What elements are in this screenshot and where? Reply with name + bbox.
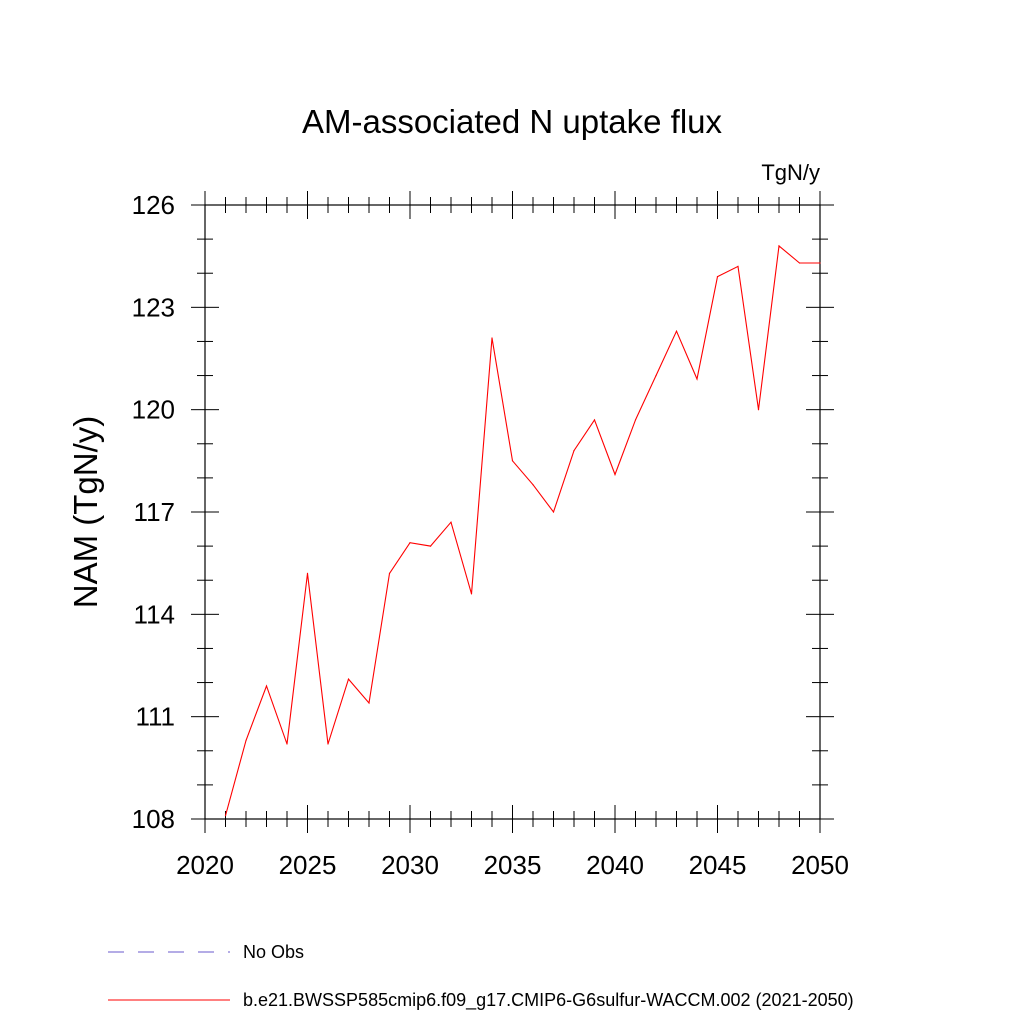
x-tick-label: 2035 <box>484 850 542 880</box>
plot-frame <box>204 204 821 820</box>
series-line-0 <box>224 244 820 816</box>
tick-labels: 2020 2025 2030 2035 2040 2045 2050 108 111 114 117… <box>132 190 849 880</box>
series-point <box>491 337 493 339</box>
y-axis-label: NAM (TgN/y) <box>67 416 104 609</box>
series-point <box>265 685 268 687</box>
series-point <box>778 245 780 247</box>
series-point <box>593 419 596 421</box>
series-point <box>286 743 288 745</box>
y-tick-label: 126 <box>132 190 175 220</box>
series-point <box>245 739 247 742</box>
series-point <box>757 409 760 411</box>
series-point <box>675 330 678 332</box>
x-tick-label: 2025 <box>279 850 337 880</box>
y-tick-label: 120 <box>132 395 175 425</box>
legend: No Obs b.e21.BWSSP585cmip6.f09_g17.CMIP6… <box>108 942 854 1011</box>
x-tick-label: 2050 <box>791 850 849 880</box>
series-point <box>429 545 432 547</box>
series-point <box>634 419 637 421</box>
series-point <box>470 593 473 595</box>
series-point <box>573 450 575 452</box>
x-tick-label: 2040 <box>586 850 644 880</box>
x-tick-label: 2045 <box>689 850 747 880</box>
series-point <box>798 262 801 264</box>
series-point <box>347 678 350 680</box>
series-point <box>327 743 329 745</box>
series-point <box>655 375 657 377</box>
legend-label-no-obs: No Obs <box>243 942 304 962</box>
units-label: TgN/y <box>761 160 820 185</box>
series-point <box>819 262 821 264</box>
series-point <box>716 276 719 278</box>
series-point <box>532 484 534 486</box>
series-point <box>552 511 555 513</box>
series-point <box>388 572 391 575</box>
series-point <box>306 572 309 575</box>
series-point <box>224 815 227 817</box>
x-tick-label: 2020 <box>176 850 234 880</box>
series-point <box>737 265 739 267</box>
series-point <box>368 702 370 704</box>
y-tick-label: 117 <box>134 497 175 527</box>
y-tick-label: 123 <box>132 292 175 322</box>
y-tick-label: 114 <box>134 599 175 629</box>
y-tick-label: 111 <box>135 702 175 732</box>
series-point <box>614 473 616 476</box>
x-tick-label: 2030 <box>381 850 439 880</box>
series-point <box>409 542 411 544</box>
series-point <box>696 378 698 380</box>
series-layer <box>224 244 821 817</box>
legend-label-model-run: b.e21.BWSSP585cmip6.f09_g17.CMIP6-G6sulf… <box>243 990 854 1011</box>
y-tick-label: 108 <box>132 804 175 834</box>
series-point <box>450 521 452 523</box>
series-point <box>511 460 514 462</box>
chart-title: AM-associated N uptake flux <box>302 103 723 140</box>
axis-ticks <box>191 191 834 833</box>
